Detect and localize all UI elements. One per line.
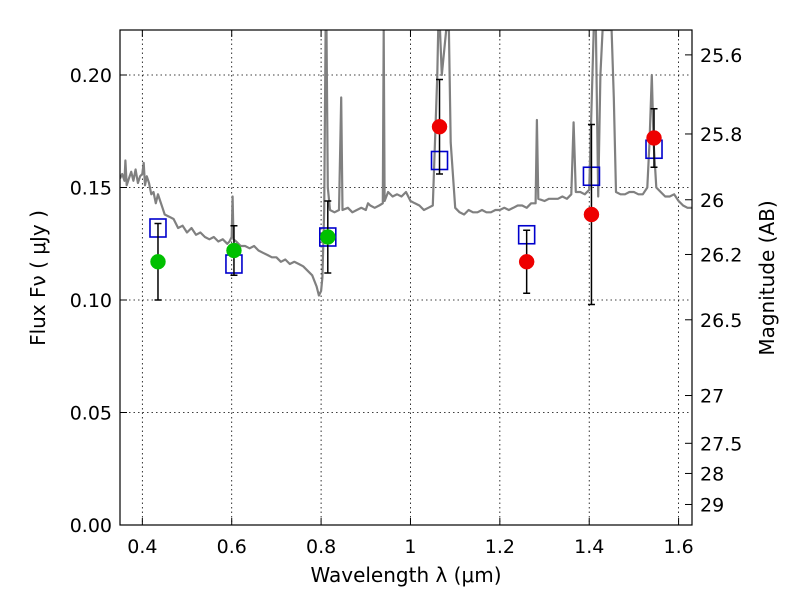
plot-area	[120, 30, 692, 306]
y2-tick-label: 25.8	[700, 124, 742, 146]
y2-tick-label: 27	[700, 386, 724, 408]
y-axis-label: Flux Fν ( μJy )	[26, 210, 50, 346]
plot-frame	[119, 29, 693, 526]
model-spectrum-line	[120, 30, 692, 297]
x-axis-label: Wavelength λ (μm)	[310, 563, 501, 587]
y2-tick-label: 28	[700, 463, 724, 485]
flux-point	[518, 254, 535, 270]
flux-point	[150, 254, 166, 270]
x-tick-label: 0.4	[127, 536, 157, 558]
flux-point	[226, 242, 242, 259]
flux-point	[320, 229, 336, 245]
y-tick-label: 0.05	[70, 403, 112, 425]
y2-tick-label: 26.2	[700, 244, 742, 266]
x-tick-label: 1.6	[663, 536, 693, 558]
grid-lines	[120, 30, 692, 526]
y-tick-label: 0.15	[70, 178, 112, 200]
flux-point	[646, 130, 662, 146]
y2-axis-label: Magnitude (AB)	[755, 200, 779, 355]
y2-tick-label: 26	[700, 190, 724, 212]
y-tick-label: 0.00	[70, 515, 112, 537]
x-tick-label: 1.2	[485, 536, 515, 558]
y2-tick-label: 29	[700, 494, 724, 516]
y2-tick-label: 25.6	[700, 45, 742, 67]
x-tick-label: 1	[404, 536, 416, 558]
y2-tick-label: 27.5	[700, 433, 742, 455]
x-tick-label: 1.4	[574, 536, 604, 558]
x-tick-label: 0.8	[306, 536, 336, 558]
y-tick-label: 0.20	[70, 65, 112, 87]
y-tick-label: 0.10	[70, 290, 112, 312]
x-tick-label: 0.6	[217, 536, 247, 558]
flux-point	[431, 119, 448, 135]
flux-point	[583, 206, 600, 223]
y2-tick-label: 26.5	[700, 310, 742, 332]
axis-ticks: 0.4 0.6 0.8 1 1.2 1.4 1.6 0.00 0.05 0.10 0.15 0.20 2…	[70, 30, 742, 558]
